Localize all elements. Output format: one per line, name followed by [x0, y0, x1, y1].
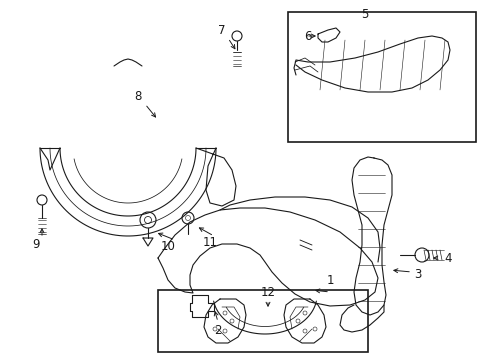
- Text: 7: 7: [218, 23, 225, 36]
- Text: 2: 2: [214, 324, 221, 337]
- Text: 8: 8: [134, 90, 142, 103]
- Text: 1: 1: [325, 274, 333, 287]
- Text: 11: 11: [202, 235, 217, 248]
- Text: 3: 3: [413, 269, 421, 282]
- Text: 9: 9: [32, 238, 40, 252]
- Text: 4: 4: [443, 252, 451, 265]
- Bar: [287, 12, 475, 142]
- Bar: [158, 290, 367, 352]
- Text: 10: 10: [160, 239, 175, 252]
- Text: 5: 5: [361, 8, 368, 21]
- Text: 6: 6: [304, 30, 311, 42]
- Text: 12: 12: [260, 285, 275, 298]
